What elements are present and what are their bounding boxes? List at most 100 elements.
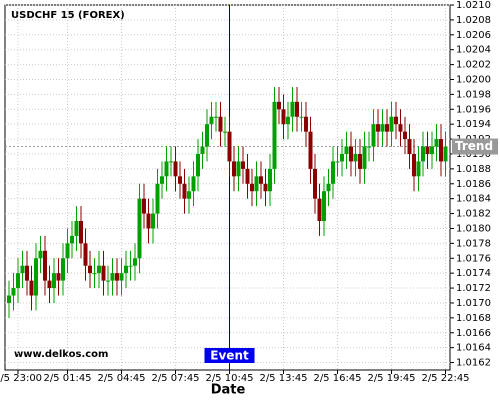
x-tick-label: 2/5 22:45 (421, 373, 469, 384)
candle-body (259, 176, 263, 184)
candle-body (191, 176, 196, 192)
candle-body (412, 153, 416, 177)
x-tick-label: 2/5 19:45 (367, 373, 415, 384)
candle-body (218, 116, 223, 132)
candle-body (430, 146, 434, 154)
candle-body (425, 146, 430, 154)
candle-body (178, 176, 182, 184)
candle-body (358, 153, 362, 169)
candle-body (209, 116, 214, 125)
candle-body (227, 131, 232, 162)
candle-body (16, 273, 20, 289)
candle-body (290, 101, 295, 117)
y-tick-label: 1.0182 (456, 209, 491, 220)
y-tick-label: 1.0206 (456, 30, 491, 41)
y-tick-label: 1.0172 (456, 283, 491, 294)
candle-body (70, 235, 74, 244)
candle-body (214, 116, 218, 118)
candle-body (245, 168, 250, 184)
y-tick-label: 1.0188 (456, 164, 491, 175)
candle-body (344, 146, 349, 154)
candle-body (304, 116, 308, 132)
candle-body (403, 131, 407, 140)
candle-body (151, 213, 155, 229)
candle-body (83, 243, 88, 266)
candle-body (11, 288, 16, 296)
candle-body (299, 116, 304, 118)
candle-body (241, 161, 245, 169)
candle-body (101, 265, 106, 281)
candle-body (92, 273, 97, 275)
x-tick-label: 2/5 16:45 (313, 373, 361, 384)
candle-body (79, 221, 83, 244)
y-tick-label: 1.0168 (456, 313, 491, 324)
candle-body (416, 161, 421, 177)
candle-body (232, 161, 236, 177)
x-axis-label: Date (211, 383, 246, 398)
y-tick-label: 1.0166 (456, 328, 491, 339)
y-tick-label: 1.0178 (456, 238, 491, 249)
candle-body (281, 109, 286, 125)
candle-body (187, 191, 191, 199)
y-tick-label: 1.0176 (456, 253, 491, 264)
candle-body (394, 116, 398, 125)
candle-body (52, 273, 56, 289)
y-tick-label: 1.0208 (456, 15, 491, 26)
candle-body (43, 250, 47, 281)
candle-body (295, 101, 299, 117)
x-tick-label: 2/5 07:45 (151, 373, 199, 384)
candle-body (439, 139, 443, 162)
candle-body (205, 124, 209, 147)
candle-body (56, 273, 61, 281)
candle-body (164, 161, 169, 177)
candle-body (277, 101, 281, 110)
candle-body (115, 273, 119, 281)
candle-body (160, 176, 164, 184)
plot-area (4, 4, 451, 371)
event-label: Event (210, 349, 249, 363)
candle-body (97, 265, 101, 274)
candle-body (200, 146, 205, 154)
candle-body (389, 116, 394, 132)
candle-body (65, 243, 70, 259)
candle-body (380, 124, 385, 132)
candle-body (61, 258, 65, 281)
x-tick-label: 2/5 10:45 (205, 373, 253, 384)
candle-body (106, 280, 110, 282)
candle-body (142, 198, 146, 214)
candle-body (110, 273, 115, 281)
candle-body (322, 191, 326, 222)
candle-body (29, 280, 34, 296)
candle-body (268, 168, 272, 192)
candle-body (331, 161, 335, 184)
candle-body (223, 131, 227, 133)
candle-body (398, 124, 403, 132)
x-tick-label: 2/5 01:45 (43, 373, 91, 384)
candle-body (47, 280, 52, 289)
candle-body (263, 183, 268, 192)
candle-body (124, 265, 128, 274)
y-tick-label: 1.0200 (456, 74, 491, 85)
candle-body (169, 161, 173, 163)
candle-body (137, 198, 142, 259)
y-tick-label: 1.0210 (456, 0, 491, 11)
candle-body (340, 153, 344, 162)
candle-body (173, 161, 178, 177)
candle-body (326, 183, 331, 192)
candle-body (133, 258, 137, 266)
y-tick-label: 1.0174 (456, 268, 491, 279)
candle-body (155, 183, 160, 214)
y-tick-label: 1.0180 (456, 223, 491, 234)
candle-body (25, 265, 29, 281)
candle-body (250, 183, 254, 192)
candle-body (20, 265, 25, 274)
candle-body (353, 153, 358, 162)
candle-body (376, 124, 380, 132)
candle-body (421, 146, 425, 162)
candle-body (362, 146, 367, 169)
trend-box (452, 138, 498, 155)
candle-body (317, 198, 322, 222)
y-tick-label: 1.0170 (456, 298, 491, 309)
y-tick-label: 1.0186 (456, 179, 491, 190)
